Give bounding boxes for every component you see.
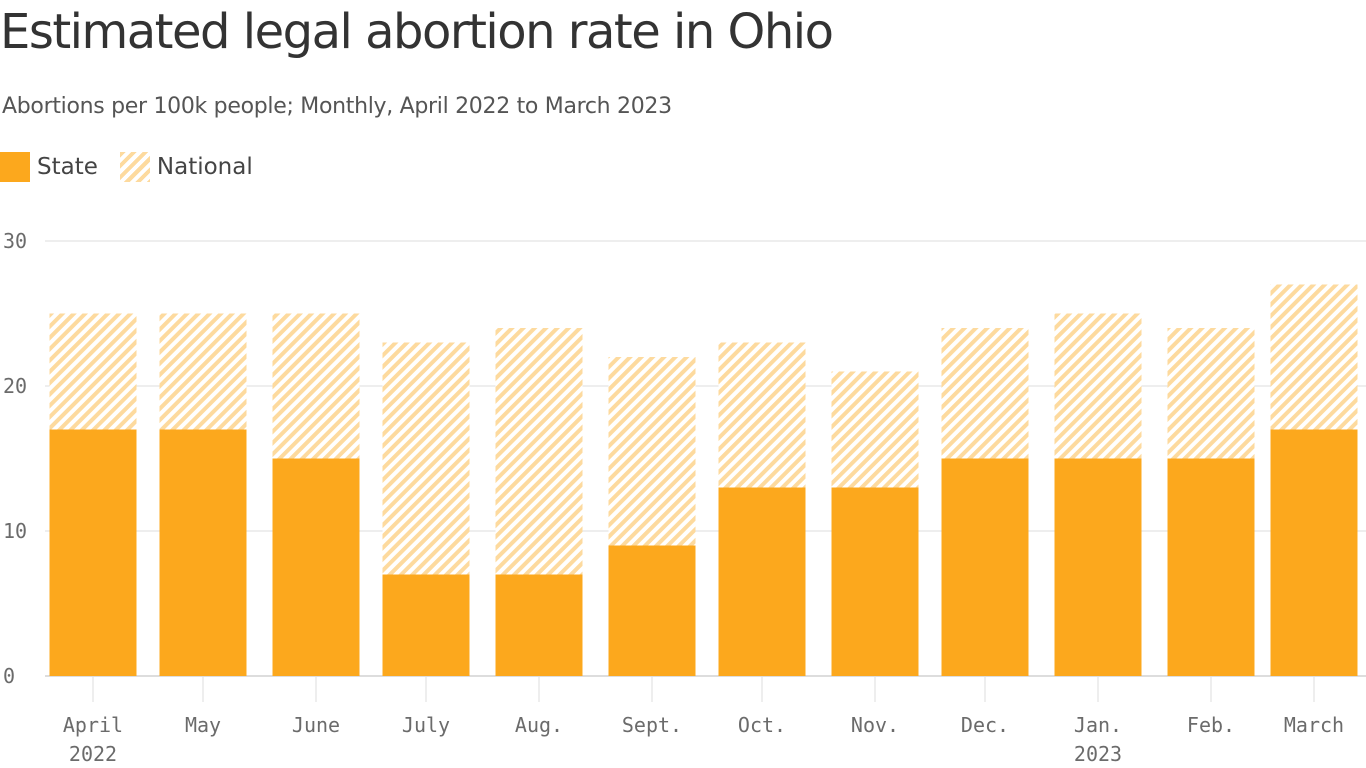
x-tick-label: June xyxy=(292,713,340,737)
x-tick-label: Sept. xyxy=(622,713,682,737)
chart-subtitle: Abortions per 100k people; Monthly, Apri… xyxy=(2,94,672,119)
y-tick-label: 30 xyxy=(3,229,27,253)
bars xyxy=(49,284,1358,676)
legend: State National xyxy=(0,152,275,182)
legend-swatch-state xyxy=(0,152,30,182)
legend-label-national: National xyxy=(156,154,253,180)
bar-state xyxy=(718,487,806,676)
x-axis: April 2022 May June July Aug. Sept. Oct. Nov. Dec… xyxy=(63,676,1344,766)
x-tick-label: Oct. xyxy=(738,713,786,737)
y-tick-label: 20 xyxy=(3,374,27,398)
x-tick-year-label: 2022 xyxy=(69,742,117,766)
grid-lines: 0 10 20 30 xyxy=(3,229,1366,688)
bar-state xyxy=(382,574,470,676)
bar-state xyxy=(941,458,1029,676)
bar-state xyxy=(159,429,247,676)
bar-state xyxy=(49,429,137,676)
legend-item-national: National xyxy=(119,152,253,182)
x-tick-label: Jan. xyxy=(1074,713,1122,737)
x-tick-label: Feb. xyxy=(1187,713,1235,737)
x-tick-label: Dec. xyxy=(961,713,1009,737)
x-tick-year-label: 2023 xyxy=(1074,742,1122,766)
bar-state xyxy=(495,574,583,676)
x-tick-label: July xyxy=(402,713,450,737)
bar-state xyxy=(272,458,360,676)
y-tick-label: 10 xyxy=(3,519,27,543)
x-tick-label: May xyxy=(185,713,221,737)
x-tick-label: Nov. xyxy=(851,713,899,737)
chart-title: Estimated legal abortion rate in Ohio xyxy=(0,4,834,60)
x-tick-label: April xyxy=(63,713,123,737)
bar-state xyxy=(831,487,919,676)
x-tick-label: March xyxy=(1284,713,1344,737)
legend-label-state: State xyxy=(37,154,98,180)
legend-item-state: State xyxy=(0,152,98,182)
bar-state xyxy=(1167,458,1255,676)
bar-state xyxy=(1270,429,1358,676)
bar-state xyxy=(608,545,696,676)
x-tick-label: Aug. xyxy=(515,713,563,737)
legend-swatch-national xyxy=(119,152,150,182)
bar-state xyxy=(1054,458,1142,676)
y-tick-label: 0 xyxy=(3,664,15,688)
